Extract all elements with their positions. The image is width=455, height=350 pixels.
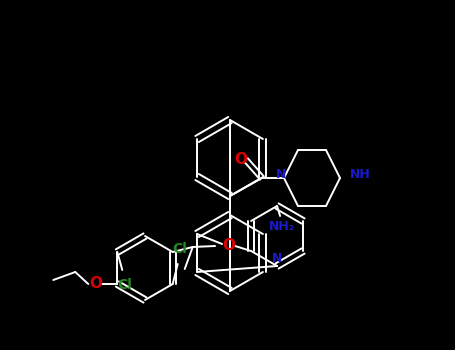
Text: O: O xyxy=(89,276,102,292)
Text: Cl: Cl xyxy=(172,242,187,256)
Text: O: O xyxy=(222,238,236,253)
Text: Cl: Cl xyxy=(117,278,132,292)
Text: N: N xyxy=(276,168,286,182)
Text: N: N xyxy=(272,252,282,265)
Text: NH₂: NH₂ xyxy=(269,220,295,233)
Text: O: O xyxy=(234,153,248,168)
Text: NH: NH xyxy=(350,168,371,182)
